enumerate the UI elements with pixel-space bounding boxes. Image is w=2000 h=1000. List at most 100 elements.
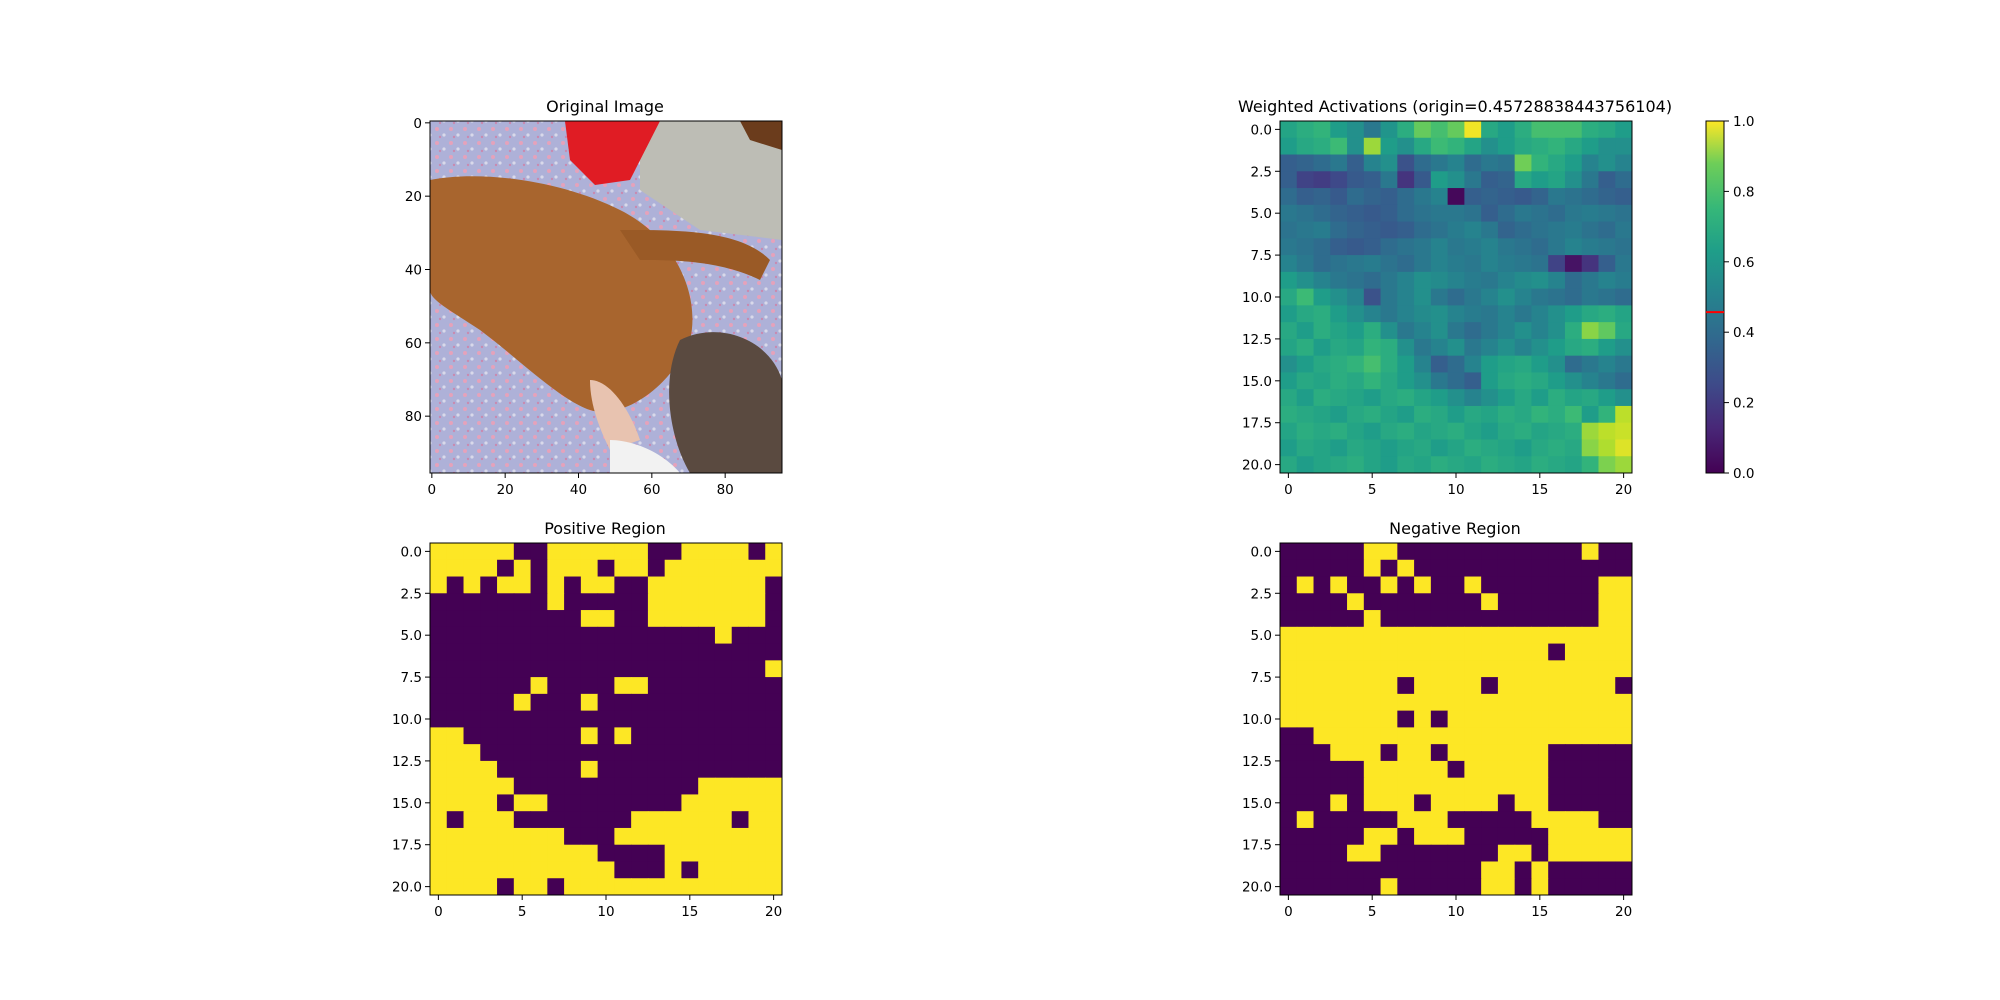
heatmap-cell bbox=[1497, 456, 1516, 474]
heatmap-cell bbox=[446, 543, 465, 561]
heatmap-cell bbox=[1296, 137, 1315, 156]
heatmap-cell bbox=[446, 844, 465, 862]
heatmap-cell bbox=[1481, 154, 1499, 172]
heatmap-cell bbox=[1598, 693, 1616, 712]
heatmap-cell bbox=[1347, 121, 1365, 139]
heatmap-cell bbox=[1497, 305, 1516, 323]
heatmap-cell bbox=[597, 878, 615, 896]
heatmap-cell bbox=[1296, 559, 1315, 578]
heatmap-cell bbox=[1497, 777, 1516, 795]
heatmap-cell bbox=[1581, 710, 1599, 728]
heatmap-cell bbox=[1280, 576, 1298, 594]
heatmap-cell bbox=[564, 844, 582, 862]
heatmap-cell bbox=[1397, 305, 1415, 323]
heatmap-cell bbox=[1615, 811, 1633, 829]
heatmap-cell bbox=[714, 727, 733, 745]
heatmap-cell bbox=[1531, 204, 1549, 223]
heatmap-cell bbox=[1564, 710, 1583, 728]
heatmap-cell bbox=[1514, 643, 1532, 661]
heatmap-cell bbox=[1598, 456, 1616, 474]
heatmap-cell bbox=[430, 760, 448, 779]
heatmap-cell bbox=[1514, 121, 1532, 139]
heatmap-cell bbox=[1363, 626, 1382, 645]
heatmap-cell bbox=[1598, 710, 1616, 728]
heatmap-cell bbox=[1598, 439, 1616, 457]
heatmap-cell bbox=[1464, 154, 1482, 172]
heatmap-cell bbox=[1581, 221, 1599, 239]
heatmap-cell bbox=[547, 543, 565, 561]
heatmap-cell bbox=[1313, 593, 1331, 611]
heatmap-cell bbox=[731, 593, 749, 611]
heatmap-cell bbox=[1497, 154, 1516, 172]
heatmap-cell bbox=[480, 878, 498, 896]
heatmap-cell bbox=[480, 559, 498, 578]
heatmap-cell bbox=[1380, 255, 1398, 273]
heatmap-cell bbox=[765, 610, 783, 628]
heatmap-cell bbox=[564, 878, 582, 896]
heatmap-cell bbox=[1497, 355, 1516, 373]
heatmap-cell bbox=[1347, 827, 1365, 846]
heatmap-cell bbox=[614, 760, 632, 779]
heatmap-cell bbox=[1414, 543, 1432, 561]
heatmap-cell bbox=[1497, 188, 1516, 206]
heatmap-cell bbox=[497, 643, 515, 661]
heatmap-cell bbox=[1347, 727, 1365, 745]
heatmap-cell bbox=[1347, 137, 1365, 156]
heatmap-cell bbox=[1280, 878, 1298, 896]
heatmap-cell bbox=[1531, 422, 1549, 440]
heatmap-cell bbox=[480, 710, 498, 728]
heatmap-cell bbox=[1581, 610, 1599, 628]
heatmap-cell bbox=[664, 626, 682, 645]
heatmap-cell bbox=[1397, 811, 1415, 829]
heatmap-cell bbox=[714, 811, 733, 829]
image-sleeve bbox=[610, 440, 680, 473]
heatmap-cell bbox=[597, 760, 615, 779]
x-tick-label: 20 bbox=[1615, 482, 1632, 498]
heatmap-cell bbox=[698, 827, 716, 846]
heatmap-cell bbox=[1380, 794, 1398, 812]
heatmap-cell bbox=[748, 844, 766, 862]
heatmap-cell bbox=[564, 827, 582, 846]
heatmap-cell bbox=[1497, 727, 1516, 745]
heatmap-cell bbox=[1347, 405, 1365, 424]
heatmap-cell bbox=[1464, 559, 1482, 578]
heatmap-cell bbox=[1363, 288, 1382, 306]
heatmap-cell bbox=[430, 626, 448, 645]
heatmap-cell bbox=[530, 727, 548, 745]
image-dark-corner bbox=[740, 121, 782, 150]
heatmap-cell bbox=[446, 760, 465, 779]
heatmap-cell bbox=[1447, 794, 1465, 812]
heatmap-cell bbox=[1514, 760, 1532, 779]
heatmap-cell bbox=[731, 811, 749, 829]
heatmap-cell bbox=[748, 727, 766, 745]
heatmap-cell bbox=[1481, 456, 1499, 474]
weighted-activations-title: Weighted Activations (origin=0.457288384… bbox=[1238, 97, 1672, 116]
heatmap-cell bbox=[647, 543, 666, 561]
heatmap-cell bbox=[1313, 221, 1331, 239]
heatmap-cell bbox=[664, 543, 682, 561]
heatmap-cell bbox=[430, 727, 448, 745]
heatmap-cell bbox=[1296, 305, 1315, 323]
x-tick-label: 10 bbox=[597, 904, 614, 920]
heatmap-cell bbox=[1397, 693, 1415, 712]
heatmap-cell bbox=[1564, 422, 1583, 440]
heatmap-cell bbox=[1363, 355, 1382, 373]
heatmap-cell bbox=[1330, 626, 1348, 645]
heatmap-cell bbox=[564, 543, 582, 561]
heatmap-cell bbox=[1313, 710, 1331, 728]
heatmap-cell bbox=[1430, 610, 1449, 628]
heatmap-cell bbox=[1296, 744, 1315, 762]
heatmap-cell bbox=[714, 794, 733, 812]
heatmap-cell bbox=[580, 827, 599, 846]
heatmap-cell bbox=[1430, 727, 1449, 745]
heatmap-cell bbox=[631, 827, 649, 846]
heatmap-cell bbox=[497, 760, 515, 779]
heatmap-cell bbox=[1296, 626, 1315, 645]
heatmap-cell bbox=[547, 693, 565, 712]
heatmap-cell bbox=[1514, 626, 1532, 645]
heatmap-cell bbox=[1397, 322, 1415, 340]
heatmap-cell bbox=[681, 559, 699, 578]
heatmap-cell bbox=[1564, 559, 1583, 578]
heatmap-cell bbox=[1581, 727, 1599, 745]
heatmap-cell bbox=[580, 543, 599, 561]
